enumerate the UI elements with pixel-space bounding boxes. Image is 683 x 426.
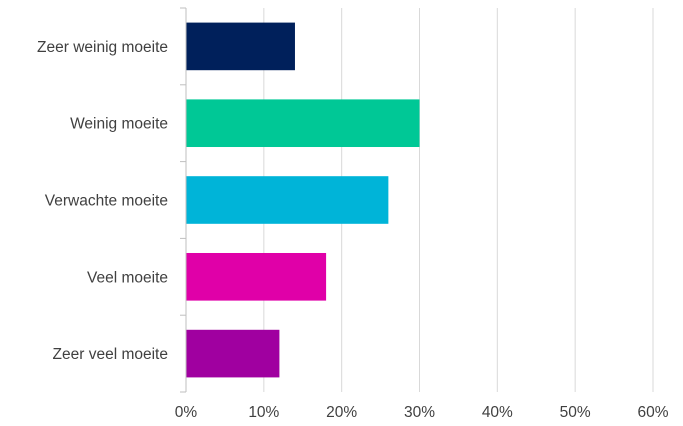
bar xyxy=(186,329,280,378)
bar xyxy=(186,22,295,71)
x-tick-label: 10% xyxy=(248,404,279,421)
x-tick-label: 50% xyxy=(560,404,591,421)
x-tick-label: 60% xyxy=(637,404,668,421)
category-label: Verwachte moeite xyxy=(45,193,168,210)
bar xyxy=(186,99,420,148)
x-tick-label: 0% xyxy=(175,404,198,421)
category-label: Weinig moeite xyxy=(70,116,168,133)
bars xyxy=(186,22,420,378)
category-label: Veel moeite xyxy=(87,269,168,286)
bar xyxy=(186,176,389,224)
x-tick-label: 40% xyxy=(482,404,513,421)
bar xyxy=(186,252,327,301)
category-labels: Zeer weinig moeite Weinig moeite Verwachte… xyxy=(37,39,168,363)
category-axis xyxy=(180,7,187,393)
category-label: Zeer weinig moeite xyxy=(37,39,168,56)
x-tick-label: 20% xyxy=(326,404,357,421)
x-tick-label: 30% xyxy=(404,404,435,421)
gridlines xyxy=(263,8,654,392)
x-tick-labels: 0% 10% 20% 30% 40% 50% 60% xyxy=(175,404,669,421)
category-label: Zeer veel moeite xyxy=(53,346,168,363)
